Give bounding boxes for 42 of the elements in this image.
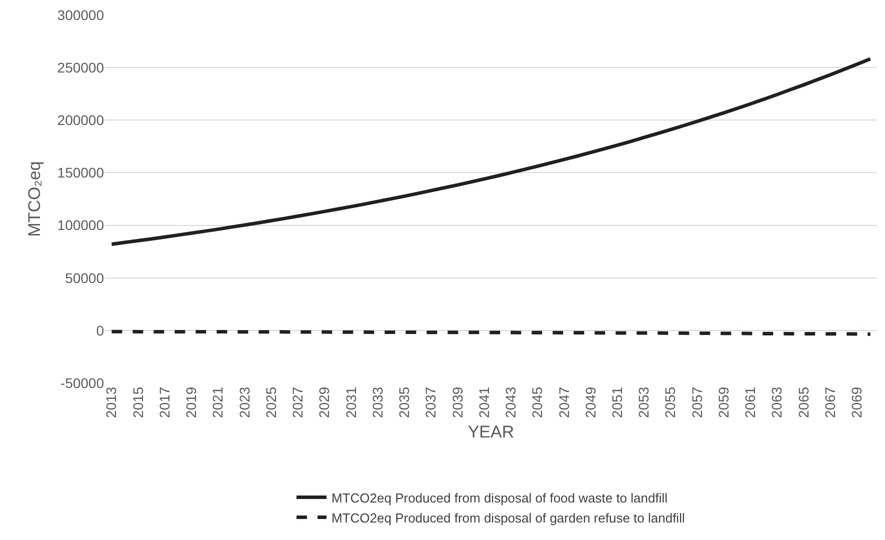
x-tick-label: 2049 xyxy=(582,386,598,418)
x-tick-label: 2055 xyxy=(662,386,678,418)
x-tick-label: 2023 xyxy=(236,386,252,418)
x-tick-label: 2025 xyxy=(262,386,279,418)
x-tick-label: 2015 xyxy=(130,386,146,418)
y-tick-label: 250000 xyxy=(57,59,104,76)
legend-label: MTCO2eq Produced from disposal of food waste to landfill xyxy=(332,490,668,506)
y-tick-label: 300000 xyxy=(57,6,104,23)
x-tick-label: 2027 xyxy=(290,386,306,418)
x-tick-label: 2065 xyxy=(795,386,812,418)
x-tick-label: 2013 xyxy=(103,386,120,418)
x-tick-label: 2047 xyxy=(556,386,572,418)
x-tick-label: 2021 xyxy=(210,386,226,418)
x-tick-label: 2037 xyxy=(422,386,439,418)
y-tick-label: 150000 xyxy=(57,164,104,181)
legend-label: MTCO2eq Produced from disposal of garden refuse to landfill xyxy=(332,510,685,526)
x-tick-label: 2063 xyxy=(768,386,785,418)
x-tick-label: 2041 xyxy=(476,386,492,418)
x-tick-label: 2029 xyxy=(316,386,332,418)
x-tick-label: 2067 xyxy=(822,386,838,418)
x-tick-label: 2017 xyxy=(156,386,172,418)
x-axis-title: YEAR xyxy=(468,422,514,442)
x-tick-label: 2031 xyxy=(342,386,359,418)
x-tick-label: 2043 xyxy=(502,386,519,418)
x-tick-label: 2069 xyxy=(848,386,865,418)
x-tick-label: 2045 xyxy=(529,386,546,418)
x-tick-label: 2035 xyxy=(396,386,412,418)
x-tick-label: 2051 xyxy=(609,386,625,418)
y-tick-label: -50000 xyxy=(60,374,104,391)
y-tick-label: 50000 xyxy=(65,270,104,286)
line-series xyxy=(110,57,872,246)
x-tick-label: 2059 xyxy=(715,386,732,418)
x-tick-label: 2019 xyxy=(183,386,200,418)
x-tick-label: 2033 xyxy=(369,386,386,418)
y-tick-label: 100000 xyxy=(57,217,104,234)
y-tick-label: 200000 xyxy=(57,112,104,128)
x-tick-label: 2057 xyxy=(688,386,705,418)
x-tick-label: 2053 xyxy=(636,386,652,418)
y-axis-title: MTCO₂eq xyxy=(24,161,44,237)
x-tick-label: 2061 xyxy=(742,386,758,418)
x-tick-label: 2039 xyxy=(449,386,466,418)
y-tick-label: 0 xyxy=(96,322,104,338)
